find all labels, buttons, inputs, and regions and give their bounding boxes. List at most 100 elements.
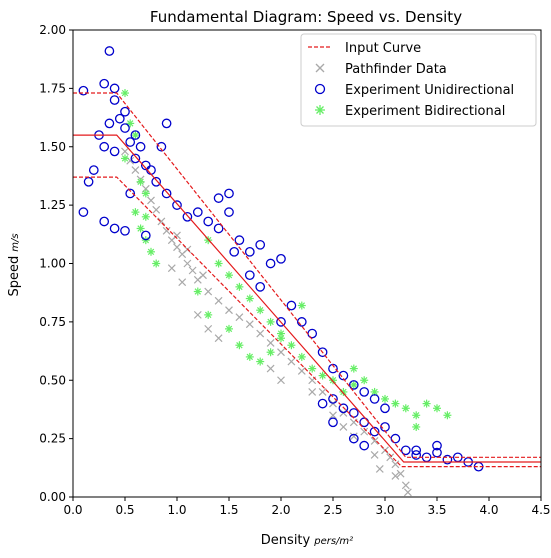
x-tick-label: 2.0 xyxy=(271,503,290,517)
pathfinder-point xyxy=(147,196,155,205)
pathfinder-point xyxy=(266,364,275,373)
pathfinder-point xyxy=(173,243,181,252)
unidirectional-point xyxy=(172,200,182,210)
y-axis-label: Speed m/s xyxy=(7,233,22,296)
bidirectional-point xyxy=(360,376,369,385)
legend-box xyxy=(300,33,537,127)
bidirectional-point xyxy=(318,371,327,380)
x-tick-label: 1.0 xyxy=(167,503,186,517)
unidirectional-point xyxy=(130,130,141,140)
y-tick-label: 1.25 xyxy=(39,198,66,212)
unidirectional-point xyxy=(109,95,120,105)
unidirectional-point xyxy=(135,141,146,152)
x-tick-label: 3.5 xyxy=(427,503,446,517)
bidirectional-point xyxy=(256,306,265,315)
legend-label-pathfinder: Pathfinder Data xyxy=(345,62,447,77)
pathfinder-point xyxy=(225,306,233,315)
unidirectional-point xyxy=(213,193,224,203)
unidirectional-point xyxy=(255,239,266,250)
bidirectional-point xyxy=(225,324,233,333)
bidirectional-point xyxy=(297,352,306,361)
unidirectional-point xyxy=(88,165,99,175)
unidirectional-point xyxy=(348,380,359,390)
x-tick-label: 2.5 xyxy=(323,503,342,517)
input-curve-mean-line xyxy=(73,134,541,463)
pathfinder-point xyxy=(193,310,202,319)
pathfinder-point xyxy=(339,423,348,431)
unidirectional-point xyxy=(286,300,297,311)
unidirectional-point xyxy=(192,207,203,217)
y-tick-label: 0.00 xyxy=(39,490,66,504)
unidirectional-point xyxy=(369,394,380,404)
bidirectional-point xyxy=(136,177,145,186)
unidirectional-point xyxy=(125,188,136,199)
unidirectional-point xyxy=(182,211,193,222)
input-curve-upper-line xyxy=(73,92,541,458)
unidirectional-point xyxy=(317,398,328,409)
bidirectional-point xyxy=(370,387,379,396)
legend-pathfinder-marker xyxy=(315,63,325,73)
pathfinder-point xyxy=(131,166,140,175)
unidirectional-point xyxy=(109,223,120,234)
unidirectional-point xyxy=(109,146,120,157)
y-axis-label-unit: m/s xyxy=(10,233,21,251)
unidirectional-point xyxy=(400,445,411,456)
bidirectional-point xyxy=(225,271,233,280)
pathfinder-point xyxy=(188,266,197,275)
unidirectional-point xyxy=(296,317,307,327)
bidirectional-point xyxy=(256,357,265,366)
unidirectional-point xyxy=(442,454,453,465)
y-tick-label: 0.50 xyxy=(39,373,66,387)
pathfinder-point xyxy=(235,313,244,322)
y-axis-label-text: Speed xyxy=(7,256,22,297)
unidirectional-point xyxy=(244,246,255,257)
unidirectional-point xyxy=(224,188,234,199)
unidirectional-point xyxy=(99,216,110,227)
legend-unidirectional-marker xyxy=(314,83,326,95)
unidirectional-point xyxy=(348,433,359,444)
unidirectional-point xyxy=(328,394,338,404)
input-curve-series xyxy=(73,92,541,468)
pathfinder-point xyxy=(401,481,410,490)
x-tick-label: 4.0 xyxy=(479,503,498,517)
unidirectional-point xyxy=(276,317,286,327)
pathfinder-point xyxy=(183,259,192,268)
bidirectional-point xyxy=(297,301,306,310)
unidirectional-point xyxy=(276,253,286,264)
pathfinder-point xyxy=(256,329,265,338)
pathfinder-point xyxy=(403,488,412,497)
bidirectional-point xyxy=(329,376,337,385)
pathfinder-point xyxy=(391,472,400,480)
bidirectional-point xyxy=(443,411,452,420)
legend-label-unidirectional: Experiment Unidirectional xyxy=(345,83,514,98)
pathfinder-point xyxy=(277,376,285,385)
unidirectional-point xyxy=(156,141,167,152)
unidirectional-point xyxy=(380,403,390,414)
unidirectional-point xyxy=(328,363,338,374)
pathfinder-point xyxy=(245,320,254,329)
unidirectional-point xyxy=(411,445,422,456)
bidirectional-point xyxy=(147,247,155,256)
pathfinder-point xyxy=(297,366,306,375)
y-axis: 0.00 0.25 0.50 0.75 1.00 1.25 1.50 1.75 2.00 xyxy=(39,23,73,504)
pathfinder-point xyxy=(204,324,213,333)
bidirectional-point xyxy=(412,411,421,420)
unidirectional-point xyxy=(109,83,120,94)
pathfinder-point xyxy=(360,427,369,436)
unidirectional-point xyxy=(229,246,240,257)
unidirectional-point xyxy=(120,225,130,236)
unidirectional-point xyxy=(130,153,141,164)
pathfinder-point xyxy=(375,465,384,473)
bidirectional-point xyxy=(339,387,348,396)
unidirectional-point xyxy=(161,188,172,199)
bidirectional-point xyxy=(391,399,400,408)
unidirectional-point xyxy=(104,118,115,129)
unidirectional-point xyxy=(99,78,110,89)
bidirectional-point xyxy=(193,287,202,296)
bidirectional-point xyxy=(235,282,244,291)
x-tick-label: 4.5 xyxy=(531,503,550,517)
bidirectional-point xyxy=(214,259,223,268)
pathfinder-point xyxy=(152,205,161,214)
pathfinder-point xyxy=(329,411,337,420)
unidirectional-point xyxy=(140,230,151,241)
